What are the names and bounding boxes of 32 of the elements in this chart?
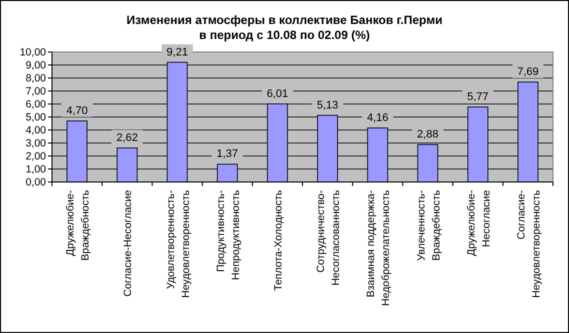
x-tick-label: Увлеченность- Враждебность xyxy=(415,189,442,261)
data-label: 6,01 xyxy=(266,88,288,100)
x-tick-label: Удовлетворенность- Неудовлетворенность xyxy=(164,189,192,298)
x-tick-label: Продуктивность- Непродуктивность xyxy=(214,189,242,280)
x-tick-label: Согласие- Неудовлетворенность xyxy=(515,189,542,298)
y-tick-label: 9,00 xyxy=(26,60,46,72)
data-label: 1,37 xyxy=(216,148,238,160)
data-label: 4,16 xyxy=(366,112,388,124)
data-label: 7,69 xyxy=(517,66,539,78)
x-tick-label: Согласие-Несогласие xyxy=(122,190,134,297)
y-tick-label: 6,00 xyxy=(26,98,46,111)
x-tick-label: Дружелюбие- Враждебность xyxy=(64,189,92,261)
y-tick-label: 5,00 xyxy=(26,112,46,124)
x-tick-label: Взаимная поддержка- Недоброжелательность xyxy=(365,189,392,306)
y-tick-label: 10,00 xyxy=(20,46,46,59)
x-tick-label: Теплота-Холодность xyxy=(272,189,284,291)
data-label: 4,70 xyxy=(66,104,88,117)
data-label: 9,21 xyxy=(166,46,188,58)
data-label: 2,62 xyxy=(116,132,138,144)
y-tick-label: 8,00 xyxy=(26,72,46,85)
y-tick-label: 0,00 xyxy=(26,176,46,189)
y-tick-label: 1,00 xyxy=(26,164,46,176)
y-tick-label: 7,00 xyxy=(26,86,46,98)
y-tick-label: 4,00 xyxy=(26,124,46,137)
x-tick-label: Дружелюбие- Несогласие xyxy=(465,190,492,256)
data-label: 5,77 xyxy=(467,90,489,103)
data-label: 5,13 xyxy=(316,99,338,112)
data-label: 2,88 xyxy=(417,128,438,141)
x-tick-label: Сотрудничество- Несогласованность xyxy=(315,189,342,286)
y-tick-label: 2,00 xyxy=(26,150,46,163)
chart-title: Изменения атмосферы в коллективе Банков г.Перми в период с 10.08 по 02.09 (%) xyxy=(126,13,442,42)
y-tick-label: 3,00 xyxy=(26,138,46,150)
